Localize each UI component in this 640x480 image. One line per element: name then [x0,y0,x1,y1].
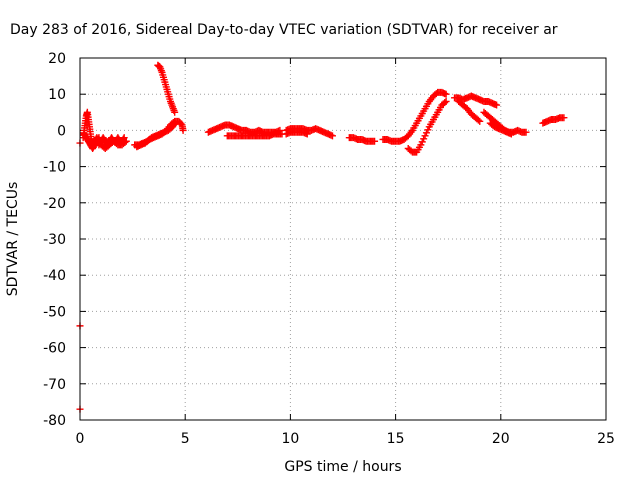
y-tick-label: 10 [48,87,66,103]
data-point [303,130,311,138]
x-axis-label: GPS time / hours [284,459,401,475]
data-point [276,126,284,134]
data-point [474,116,482,124]
x-tick-label: 0 [76,431,85,447]
data-point [122,137,130,145]
axis-ticks: 0 5 10 15 20 25 20 10 0 -10 -20 -30 -40 -50 -60 -70 -80 [43,51,615,447]
y-axis-label: SDTVAR / TECUs [5,182,21,297]
y-tick-label: -10 [43,160,66,176]
data-point [171,108,179,116]
y-tick-label: -40 [43,268,66,284]
data-point [476,117,484,125]
data-point [441,99,449,107]
y-tick-label: -30 [43,232,66,248]
x-tick-label: 15 [387,431,405,447]
plot-frame [79,57,607,421]
y-tick-label: -60 [43,341,66,357]
data-point [442,97,450,105]
data-point [371,137,379,145]
chart-title: Day 283 of 2016, Sidereal Day-to-day VTE… [10,22,558,38]
y-tick-label: -80 [43,413,66,429]
y-tick-label: -50 [43,304,66,320]
x-tick-label: 20 [492,431,510,447]
data-point [493,101,501,109]
x-tick-label: 10 [281,431,299,447]
grid [80,58,606,420]
y-tick-label: 20 [48,51,66,67]
data-point [328,132,336,140]
data-point [507,130,515,138]
y-tick-label: -70 [43,377,66,393]
data-point [179,126,187,134]
data-point [560,114,568,122]
x-tick-label: 5 [181,431,190,447]
data-point [522,128,530,136]
data-point [121,138,129,146]
y-tick-label: -20 [43,196,66,212]
data-points [76,61,568,413]
data-point [120,134,128,142]
x-tick-label: 25 [597,431,615,447]
y-tick-label: 0 [57,123,66,139]
data-point [94,135,102,143]
data-point [442,90,450,98]
